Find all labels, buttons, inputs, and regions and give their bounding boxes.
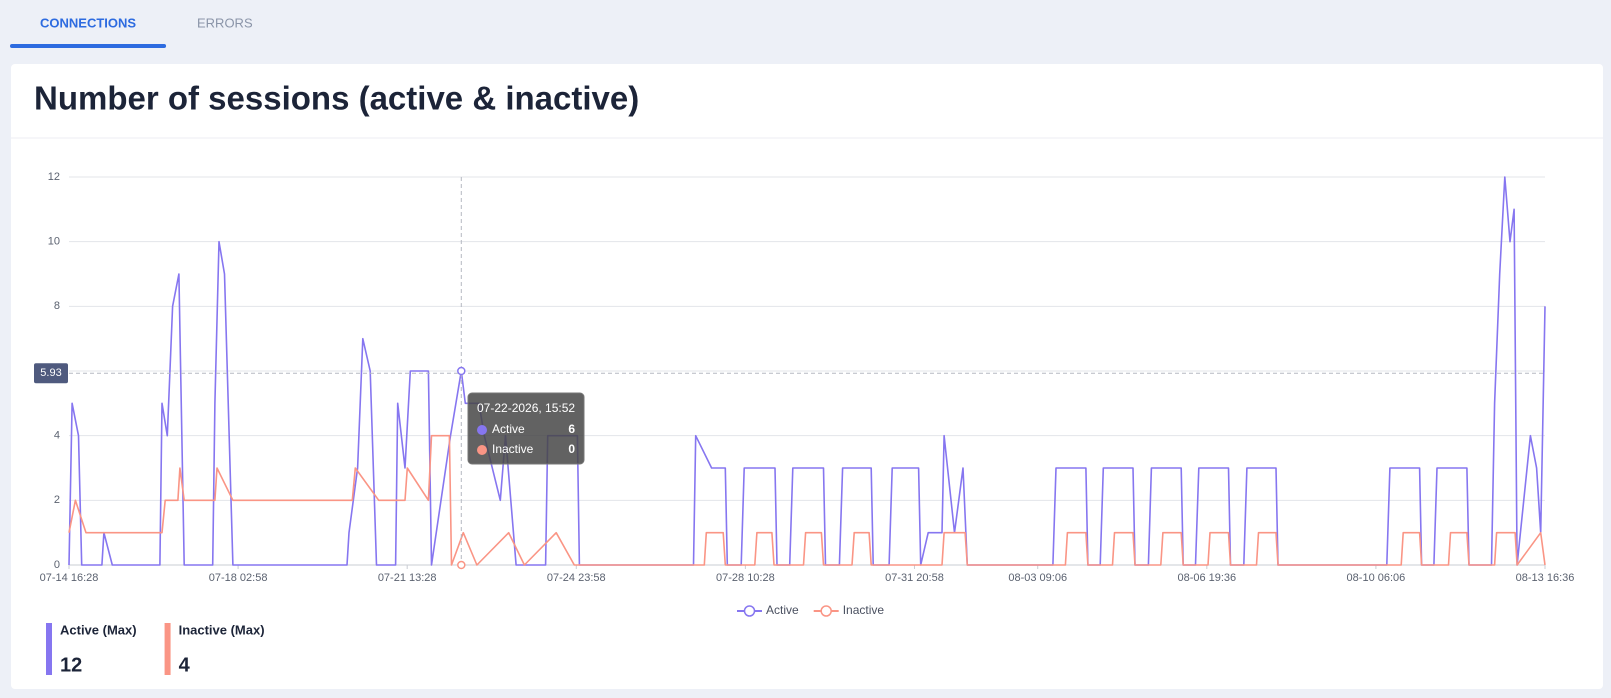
- x-tick-label: 08-06 19:36: [1177, 572, 1236, 584]
- series-line: [68, 176, 1546, 566]
- tooltip-box: [467, 392, 585, 465]
- hover-point: [457, 366, 466, 376]
- hover-point: [457, 560, 466, 570]
- tab[interactable]: CONNECTIONS: [40, 15, 136, 30]
- legend-marker[interactable]: [743, 605, 756, 617]
- y-tick-label: 10: [48, 236, 60, 248]
- tooltip-name: Inactive: [492, 442, 534, 456]
- y-tick-label: 0: [54, 559, 60, 571]
- tooltip-marker: [477, 425, 487, 435]
- x-tick-label: 08-03 09:06: [1008, 572, 1067, 584]
- summary-bar: [164, 623, 171, 675]
- crosshair-label: 5.93: [40, 367, 61, 379]
- y-tick-label: 2: [54, 494, 60, 506]
- tooltip-name: Active: [492, 422, 525, 436]
- card-title: Number of sessions (active & inactive): [34, 80, 639, 117]
- legend-label[interactable]: Inactive: [843, 603, 885, 617]
- crosshair-label-box: [34, 363, 68, 384]
- x-tick-label: 07-18 02:58: [209, 572, 268, 584]
- series-line: [68, 434, 1546, 566]
- summary-value: 12: [60, 654, 82, 676]
- x-tick-label: 07-24 23:58: [547, 572, 606, 584]
- x-tick-label: 07-28 10:28: [716, 572, 775, 584]
- tooltip-value: 6: [568, 422, 575, 436]
- x-tick-label: 08-10 06:06: [1347, 572, 1406, 584]
- x-tick-label: 07-21 13:28: [378, 572, 437, 584]
- summary-label: Inactive (Max): [179, 622, 265, 637]
- tooltip-value: 0: [568, 442, 575, 456]
- card: [11, 64, 1603, 689]
- summary-value: 4: [179, 654, 191, 676]
- tooltip: 07-22-2026, 15:52 Active 6 Inactive 0: [467, 392, 585, 465]
- summary-bar: [46, 623, 52, 675]
- x-tick-label: 08-13 16:36: [1516, 572, 1575, 584]
- x-tick-label: 07-14 16:28: [40, 572, 99, 584]
- tooltip-title: 07-22-2026, 15:52: [477, 401, 575, 415]
- summary-label: Active (Max): [60, 622, 137, 637]
- legend-marker[interactable]: [820, 605, 832, 617]
- x-tick-label: 07-31 20:58: [885, 572, 944, 584]
- tooltip-marker: [477, 445, 487, 455]
- y-tick-label: 12: [48, 171, 60, 183]
- y-tick-label: 8: [54, 300, 60, 312]
- tab[interactable]: ERRORS: [197, 15, 253, 30]
- legend-label[interactable]: Active: [766, 603, 799, 617]
- y-tick-label: 4: [54, 430, 60, 442]
- tab-underline: [10, 44, 167, 48]
